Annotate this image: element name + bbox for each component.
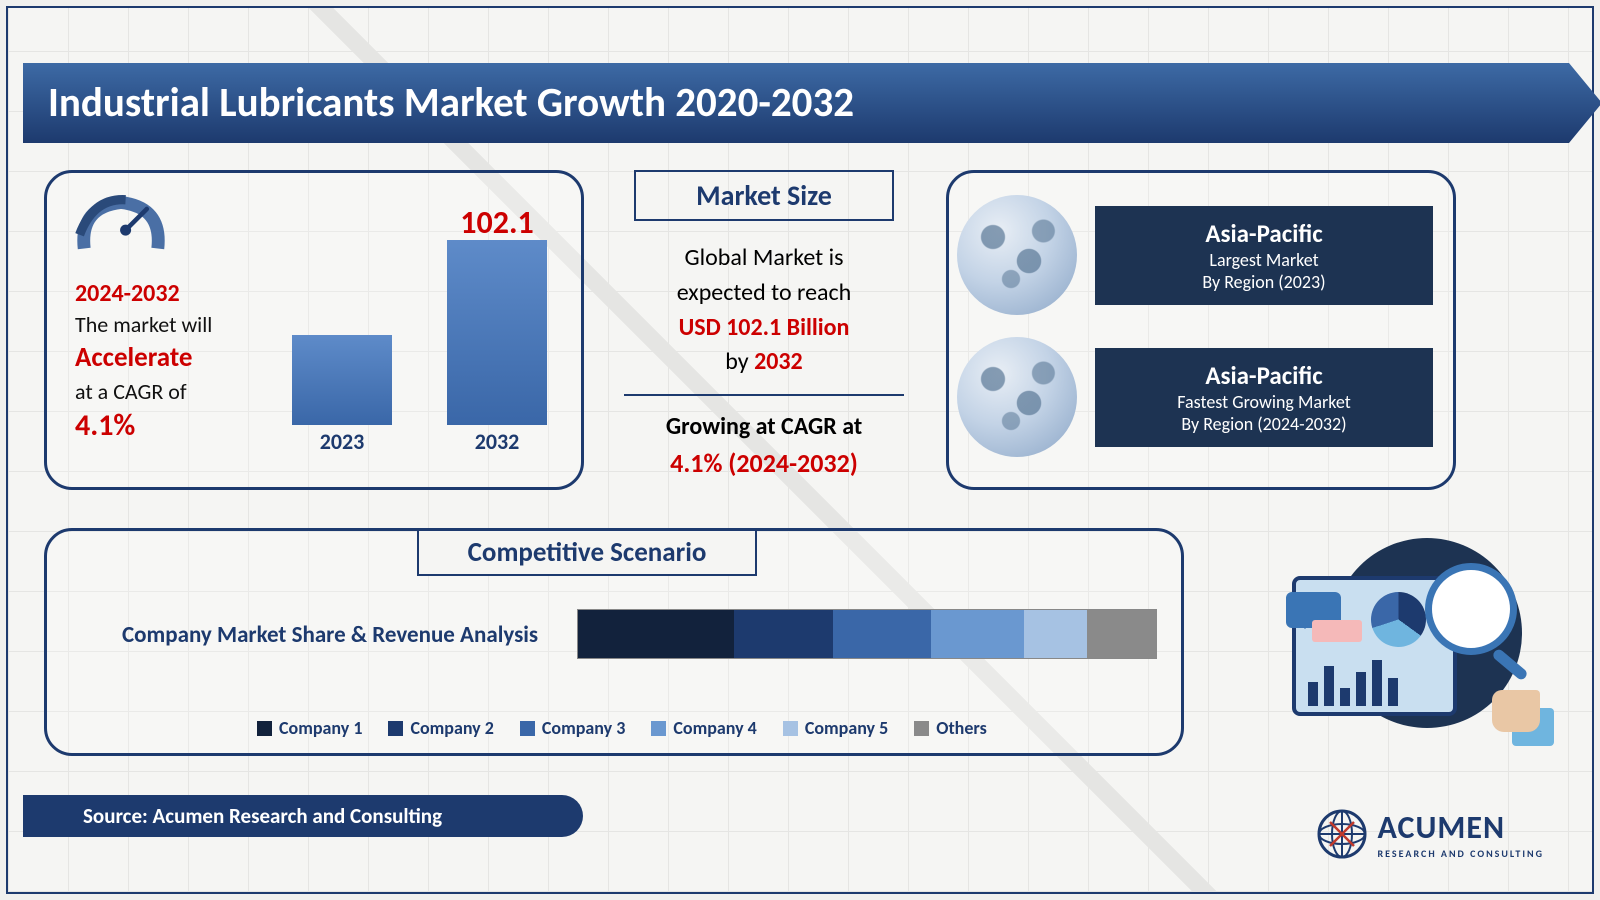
source-bar: Source: Acumen Research and Consulting	[23, 795, 583, 837]
stacked-bar-chart	[577, 609, 1157, 659]
growth-cagr: 4.1%	[75, 406, 275, 447]
segment-company-2	[734, 610, 832, 658]
market-size-body: Global Market is expected to reach USD 1…	[604, 241, 924, 483]
region-desc1-0: Largest Market	[1103, 249, 1425, 271]
source-text: Source: Acumen Research and Consulting	[23, 803, 442, 829]
ms-value: USD 102.1 Billion	[614, 311, 914, 346]
region-row-1: Asia-Pacific Fastest Growing Market By R…	[957, 337, 1433, 457]
growth-period: 2024-2032	[75, 278, 275, 310]
analytics-illustration-icon	[1292, 538, 1522, 738]
segment-company-4	[931, 610, 1024, 658]
growth-line2: at a CAGR of	[75, 377, 275, 407]
competitive-panel: Competitive Scenario Company Market Shar…	[44, 528, 1184, 756]
bar-value-1: 102.1	[437, 203, 557, 242]
growth-line1: The market will	[75, 310, 275, 340]
legend-swatch-icon	[388, 721, 403, 736]
legend-item: Company 2	[388, 717, 493, 739]
region-desc2-0: By Region (2023)	[1103, 271, 1425, 293]
bar-2032	[447, 240, 547, 425]
region-name-0: Asia-Pacific	[1103, 218, 1425, 249]
region-desc1-1: Fastest Growing Market	[1103, 391, 1425, 413]
segment-company-3	[833, 610, 931, 658]
bar-2023	[292, 335, 392, 425]
region-row-0: Asia-Pacific Largest Market By Region (2…	[957, 195, 1433, 315]
region-box-1: Asia-Pacific Fastest Growing Market By R…	[1095, 348, 1433, 447]
speedometer-icon	[75, 188, 167, 263]
growth-bar-chart: 2023 2032 102.1	[282, 203, 572, 463]
legend-swatch-icon	[783, 721, 798, 736]
region-desc2-1: By Region (2024-2032)	[1103, 413, 1425, 435]
growth-panel: 2024-2032 The market will Accelerate at …	[44, 170, 584, 490]
globe-icon	[957, 195, 1077, 315]
globe-icon	[957, 337, 1077, 457]
segment-company-5	[1024, 610, 1088, 658]
ms-line2: expected to reach	[614, 276, 914, 311]
legend-item: Others	[914, 717, 987, 739]
ms-grow-line: Growing at CAGR at	[614, 410, 914, 445]
segment-company-1	[578, 610, 734, 658]
logo-name: ACUMEN	[1378, 808, 1544, 847]
logo-text: ACUMEN RESEARCH AND CONSULTING	[1378, 808, 1544, 860]
regions-panel: Asia-Pacific Largest Market By Region (2…	[946, 170, 1456, 490]
competitive-title-box: Competitive Scenario	[417, 529, 757, 576]
market-size-title-box: Market Size	[634, 170, 894, 221]
competitive-title: Competitive Scenario	[419, 536, 755, 569]
ms-line1: Global Market is	[614, 241, 914, 276]
ms-by: by 2032	[614, 345, 914, 380]
bar-label-1: 2032	[447, 428, 547, 455]
legend-swatch-icon	[651, 721, 666, 736]
title-bar: Industrial Lubricants Market Growth 2020…	[23, 63, 1577, 143]
outer-frame: Industrial Lubricants Market Growth 2020…	[6, 6, 1594, 894]
market-size-panel: Market Size Global Market is expected to…	[604, 170, 924, 490]
market-size-title: Market Size	[636, 178, 892, 213]
legend-swatch-icon	[520, 721, 535, 736]
logo-tag: RESEARCH AND CONSULTING	[1378, 847, 1544, 860]
growth-accelerate: Accelerate	[75, 340, 275, 376]
legend-item: Company 5	[783, 717, 888, 739]
segment-others	[1087, 610, 1156, 658]
legend-item: Company 1	[257, 717, 362, 739]
competitive-label: Company Market Share & Revenue Analysis	[122, 621, 538, 649]
ms-by-word: by	[725, 347, 754, 376]
ms-divider	[624, 394, 904, 396]
growth-text-block: 2024-2032 The market will Accelerate at …	[75, 278, 275, 447]
legend-item: Company 4	[651, 717, 756, 739]
legend-item: Company 3	[520, 717, 625, 739]
region-box-0: Asia-Pacific Largest Market By Region (2…	[1095, 206, 1433, 305]
brand-logo: ACUMEN RESEARCH AND CONSULTING	[1316, 808, 1544, 860]
page-title: Industrial Lubricants Market Growth 2020…	[48, 78, 854, 128]
ms-by-year: 2032	[754, 347, 803, 376]
ms-grow-val: 4.1% (2024-2032)	[614, 445, 914, 483]
bar-label-0: 2023	[292, 428, 392, 455]
legend-swatch-icon	[914, 721, 929, 736]
legend-swatch-icon	[257, 721, 272, 736]
logo-globe-icon	[1316, 808, 1368, 860]
legend: Company 1 Company 2 Company 3 Company 4 Comp…	[257, 717, 987, 739]
region-name-1: Asia-Pacific	[1103, 360, 1425, 391]
